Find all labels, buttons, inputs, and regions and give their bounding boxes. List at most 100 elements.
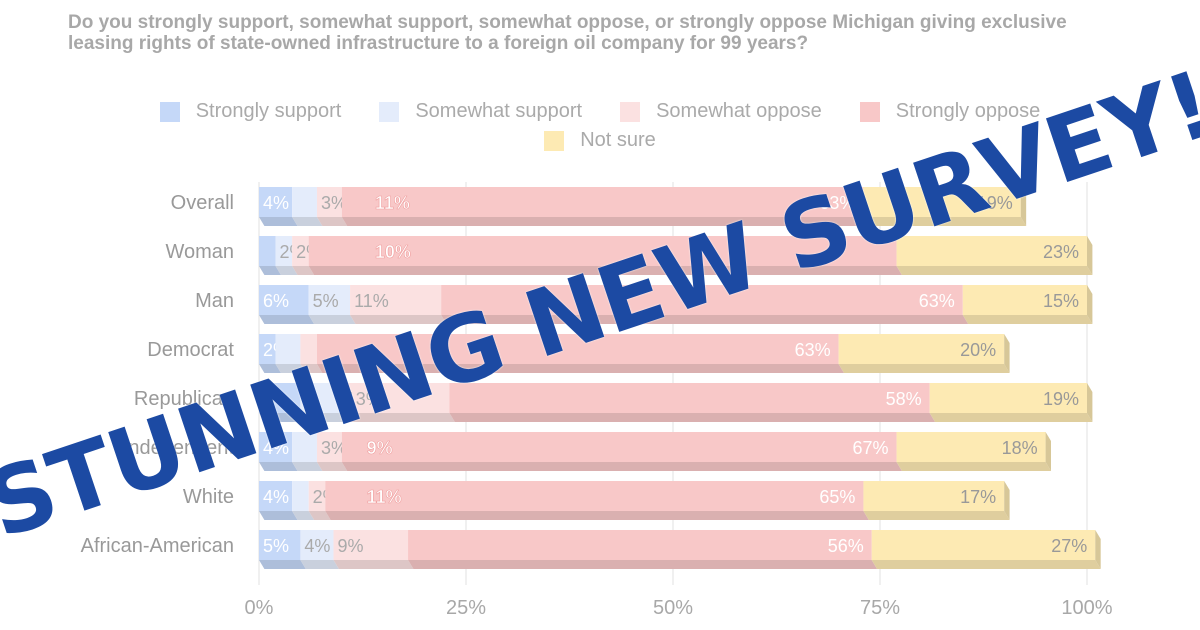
data-label: 58% [886, 389, 922, 409]
bar-segment-side [896, 462, 1051, 471]
bar-segment-side [308, 511, 331, 520]
data-label: 19% [1043, 389, 1079, 409]
bar-segment [341, 187, 864, 217]
legend-item: Not sure [544, 129, 656, 152]
data-label: 17% [960, 487, 996, 507]
category-label: Woman [165, 241, 234, 263]
bar-segment-side [292, 462, 323, 471]
bar-segment [341, 432, 897, 462]
x-tick-label: 100% [1061, 597, 1112, 619]
bar-segment-side [350, 315, 447, 324]
chart-question-title: Do you strongly support, somewhat suppor… [68, 12, 1067, 54]
data-label: 63% [819, 193, 855, 213]
data-label: 3% [321, 438, 347, 458]
legend-label: Strongly support [195, 100, 342, 122]
x-tick-label: 0% [245, 597, 274, 619]
data-label: 3% [321, 193, 347, 213]
data-label: 6% [263, 291, 289, 311]
bar-segment [300, 334, 317, 364]
bar-segment [316, 187, 342, 217]
bar-segment-side [863, 217, 1027, 226]
data-label: 10% [375, 242, 411, 262]
bar-segment [292, 432, 317, 462]
bar-segment-side [962, 315, 1093, 324]
data-label: 4% [263, 438, 289, 458]
legend-item: Somewhat oppose [620, 100, 822, 123]
legend-label: Somewhat oppose [656, 100, 822, 122]
bar-segment [259, 383, 301, 413]
bar-segment [316, 334, 839, 364]
data-label: 23% [1043, 242, 1079, 262]
category-label: African-American [81, 535, 234, 557]
legend-label: Somewhat support [415, 100, 583, 122]
data-label: 4% [263, 487, 289, 507]
data-label: 67% [853, 438, 889, 458]
bar-end-side [1045, 432, 1051, 471]
bar-segment-side [259, 560, 306, 569]
bar-segment [292, 481, 309, 511]
bar-segment-side [308, 315, 356, 324]
data-label: 4% [263, 193, 289, 213]
bar-segment [316, 432, 342, 462]
bar-end-side [1087, 285, 1093, 324]
bar-segment [350, 285, 442, 315]
data-label: 27% [1051, 536, 1087, 556]
x-tick-label: 75% [860, 597, 900, 619]
bar-end-side [1087, 383, 1093, 422]
data-label: 11% [354, 291, 389, 311]
bar-segment-side [838, 364, 1010, 373]
bar-segment-side [308, 266, 902, 275]
bar-segment [962, 285, 1087, 315]
category-label: Man [195, 290, 234, 312]
legend-label: Strongly oppose [895, 100, 1041, 122]
bar-segment-side [863, 511, 1010, 520]
bar-segment-side [441, 315, 969, 324]
data-label: 11% [375, 193, 410, 213]
bar-segment [308, 481, 326, 511]
bar-segment-side [259, 462, 298, 471]
data-label: 4% [304, 536, 330, 556]
bar-segment-side [896, 266, 1093, 275]
bar-segment-side [300, 560, 339, 569]
legend-swatch [544, 130, 565, 151]
bar-segment-side [292, 217, 323, 226]
data-label: 5% [313, 291, 339, 311]
legend-swatch [620, 101, 641, 122]
bar-segment [896, 432, 1046, 462]
bar-segment [300, 383, 342, 413]
bar-segment [871, 530, 1096, 560]
bar-segment [441, 285, 963, 315]
bar-segment [449, 383, 930, 413]
bar-segment-side [275, 266, 298, 275]
data-label: 9% [338, 536, 364, 556]
data-label: 56% [828, 536, 864, 556]
bar-segment-side [871, 560, 1101, 569]
x-tick-label: 25% [446, 597, 486, 619]
bar-segment [300, 530, 334, 560]
bar-segment-side [292, 511, 315, 520]
legend-item: Strongly support [159, 100, 342, 123]
bar-segment-side [325, 511, 869, 520]
bar-segment [408, 530, 872, 560]
category-label: Overall [171, 192, 234, 214]
bar-segment [275, 334, 301, 364]
category-label: Republican [134, 388, 234, 410]
bar-segment [259, 187, 293, 217]
data-label: 18% [1002, 438, 1038, 458]
bar-segment-side [929, 413, 1093, 422]
bar-segment [838, 334, 1005, 364]
legend-swatch [379, 101, 400, 122]
bar-segment [863, 187, 1021, 217]
bar-segment [259, 530, 301, 560]
data-label: 9% [367, 438, 393, 458]
bar-segment [259, 432, 293, 462]
bar-segment-side [316, 217, 348, 226]
bar-end-side [1087, 236, 1093, 275]
bar-segment [292, 187, 317, 217]
bar-segment-side [300, 364, 323, 373]
data-label: 19% [977, 193, 1013, 213]
data-label: 65% [819, 487, 855, 507]
bar-segment-side [341, 413, 455, 422]
bar-segment [259, 236, 276, 266]
legend-swatch [159, 101, 180, 122]
